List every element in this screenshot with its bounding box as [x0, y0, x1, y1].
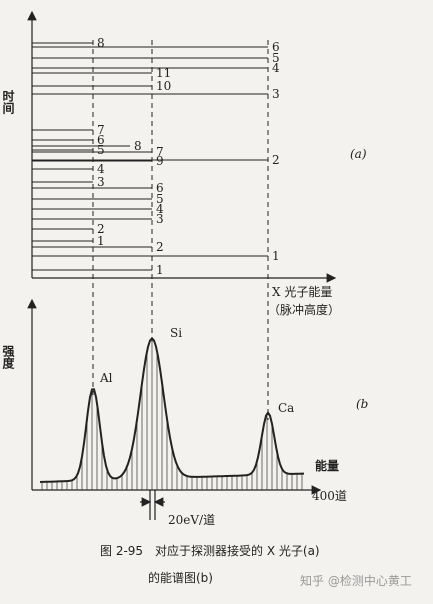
event-label: 5 [272, 51, 280, 65]
pulse-label: （脉冲高度） [268, 302, 340, 317]
event-label: 3 [272, 87, 280, 101]
panel-b: (b [356, 397, 368, 411]
event-label: 1 [97, 234, 105, 248]
event-label: 4 [97, 162, 105, 176]
event-label: 8 [134, 139, 142, 153]
event-label: 10 [156, 79, 171, 93]
panel-a: (a) [350, 147, 367, 161]
peak-label: Al [99, 371, 113, 385]
event-label: 6 [156, 181, 164, 195]
event-label: 9 [156, 154, 164, 168]
event-label: 5 [156, 192, 164, 206]
channels-label: 400道 [312, 489, 347, 503]
event-label: 6 [97, 133, 105, 147]
event-label: 11 [156, 66, 171, 80]
time-label: 时间 [1, 89, 15, 115]
event-label: 1 [272, 249, 280, 263]
event-label: 2 [97, 222, 105, 236]
peak-label: Si [170, 326, 182, 340]
caption-line: 图 2-95 对应于探测器接受的 X 光子(a) [100, 543, 320, 558]
channel-width-label: 20eV/道 [168, 513, 215, 527]
event-label: 4 [156, 202, 164, 216]
event-label: 2 [272, 153, 280, 167]
peak-label: Ca [278, 401, 294, 415]
caption-line: 的能谱图(b) [148, 570, 213, 585]
intensity-label: 强度 [1, 345, 15, 370]
event-label: 3 [97, 175, 105, 189]
event-label: 8 [97, 36, 105, 50]
event-label: 7 [97, 123, 105, 137]
event-label: 2 [156, 240, 164, 254]
event-label: 4 [272, 61, 280, 75]
event-label: 6 [272, 40, 280, 54]
watermark: 知乎 @检测中心黄工 [300, 573, 412, 588]
event-label: 7 [156, 145, 164, 159]
energy-label: X 光子能量 [272, 285, 332, 299]
event-label: 5 [97, 143, 105, 157]
event-label: 3 [156, 212, 164, 226]
energy-label-b: 能量 [315, 458, 339, 473]
event-label: 1 [156, 263, 164, 277]
spectrum-curve [39, 336, 304, 483]
